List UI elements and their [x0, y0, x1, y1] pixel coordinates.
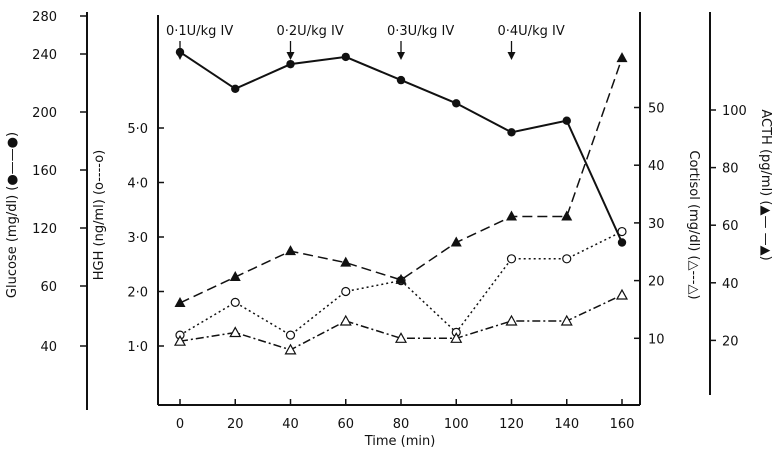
dose-arrow-head [397, 52, 405, 60]
hgh-tick-label: 1·0 [127, 340, 148, 355]
acth-point [561, 210, 573, 221]
acth-tick-label: 40 [722, 277, 739, 292]
cortisol-axis-label: Cortisol (mg/dl) (△---△) [686, 150, 701, 299]
cortisol-point [505, 314, 518, 326]
acth-point [229, 271, 241, 282]
x-axis-label: Time (min) [364, 434, 436, 449]
glucose-point [341, 52, 350, 62]
dose-annotation-label: 0·3U/kg IV [387, 24, 454, 39]
glucose-tick-label: 200 [32, 106, 57, 121]
hgh-tick-label: 4·0 [127, 177, 148, 192]
cortisol-tick-label: 30 [648, 217, 665, 232]
dose-annotation-label: 0·1U/kg IV [166, 24, 233, 39]
x-tick-label: 20 [227, 417, 244, 432]
x-tick-label: 120 [499, 417, 524, 432]
acth-point [340, 256, 352, 267]
x-tick-label: 60 [337, 417, 354, 432]
labels-layer: Glucose (mg/dl) (●——●) HGH (ng/ml) (o----… [5, 24, 773, 449]
hgh-point [506, 254, 517, 264]
hgh-axis-label: HGH (ng/ml) (o----o) [92, 150, 107, 280]
hgh-point [562, 254, 572, 264]
glucose-point [396, 75, 406, 85]
glucose-point [286, 59, 295, 69]
hgh-point [617, 226, 627, 237]
glucose-axis-label: Glucose (mg/dl) (●——●) [5, 132, 20, 298]
acth-point [506, 210, 517, 221]
cortisol-tick-label: 10 [648, 332, 665, 347]
dose-arrow-head [507, 52, 516, 60]
cortisol-point [615, 288, 629, 300]
x-tick-label: 0 [176, 417, 184, 432]
acth-series-line [179, 57, 623, 304]
hgh-point [341, 286, 351, 297]
glucose-tick-label: 280 [32, 10, 57, 25]
dose-annotation-label: 0·4U/kg IV [498, 24, 565, 39]
glucose-tick-label: 40 [40, 340, 57, 355]
acth-point [395, 273, 407, 284]
series-layer [173, 47, 629, 355]
dose-arrow-head [286, 52, 295, 60]
acth-point [616, 52, 628, 63]
glucose-tick-label: 160 [32, 164, 57, 179]
cortisol-tick-label: 40 [648, 159, 665, 174]
acth-tick-label: 20 [722, 334, 739, 349]
hgh-tick-label: 3·0 [127, 231, 148, 246]
glucose-point [562, 116, 571, 125]
glucose-point [617, 238, 627, 247]
acth-point [285, 245, 296, 256]
cortisol-point [450, 332, 463, 343]
cortisol-point [284, 343, 297, 355]
glucose-point [507, 128, 516, 137]
hgh-tick-label: 5·0 [127, 122, 148, 137]
cortisol-tick-label: 50 [648, 102, 665, 117]
hgh-point [230, 297, 240, 307]
cortisol-point [339, 314, 352, 326]
hgh-point [285, 330, 296, 340]
acth-tick-label: 80 [722, 162, 739, 177]
axes-layer: 40 60 120 160 200 240 280 1·0 2·0 3·0 4·0 5·0 0 20 40 6… [32, 10, 747, 432]
acth-point [174, 296, 186, 307]
cortisol-series-line [179, 294, 623, 351]
x-tick-label: 140 [554, 417, 579, 432]
dose-arrow-head [176, 52, 184, 60]
cortisol-point [173, 334, 187, 346]
glucose-tick-label: 120 [32, 222, 57, 237]
x-tick-label: 160 [610, 417, 635, 432]
cortisol-point [560, 314, 573, 326]
acth-tick-label: 60 [722, 219, 739, 234]
acth-axis-label: ACTH (pg/ml) (▲— —▲) [758, 109, 773, 260]
hgh-tick-label: 2·0 [127, 286, 148, 301]
glucose-point [452, 99, 461, 108]
cortisol-point [394, 332, 408, 343]
x-tick-label: 100 [444, 417, 469, 432]
cortisol-tick-label: 20 [648, 275, 665, 290]
x-tick-label: 40 [282, 417, 299, 432]
acth-tick-label: 100 [722, 104, 747, 119]
x-tick-label: 80 [393, 417, 410, 432]
glucose-tick-label: 60 [40, 280, 57, 295]
cortisol-point [229, 326, 242, 338]
acth-point [450, 236, 462, 247]
glucose-point [231, 84, 240, 94]
dose-annotation-label: 0·2U/kg IV [277, 24, 344, 39]
glucose-tick-label: 240 [32, 48, 57, 63]
